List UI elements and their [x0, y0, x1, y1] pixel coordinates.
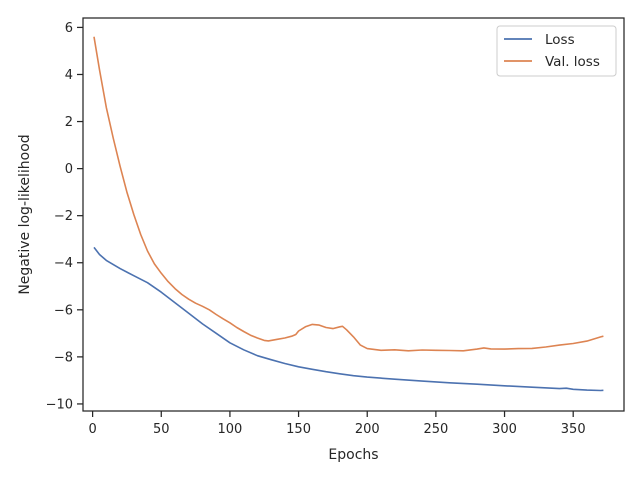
x-tick-label: 0	[88, 422, 96, 437]
plot-area	[82, 17, 625, 412]
series-line-loss	[93, 246, 604, 392]
y-tick-label: −4	[54, 256, 73, 271]
x-axis-label: Epochs	[328, 447, 378, 463]
x-tick-label: 300	[492, 422, 517, 437]
y-tick-label: −6	[54, 303, 73, 318]
x-tick-label: 250	[423, 422, 448, 437]
y-axis-label: Negative log-likelihood	[17, 134, 33, 294]
legend: Loss Val. loss	[496, 25, 617, 77]
x-axis: 0 50 100 150 200 250 300 350	[88, 411, 586, 437]
plot-frame	[82, 17, 625, 412]
legend-label: Val. loss	[545, 54, 600, 70]
y-tick-label: 4	[65, 68, 73, 83]
x-tick-label: 50	[153, 422, 170, 437]
y-tick-label: −2	[54, 209, 73, 224]
x-tick-label: 150	[286, 422, 311, 437]
y-tick-label: 2	[65, 115, 73, 130]
x-tick-label: 350	[561, 422, 586, 437]
y-tick-label: −8	[54, 350, 73, 365]
legend-label: Loss	[545, 32, 575, 48]
y-axis: −10 −8 −6 −4 −2 0 2 4 6	[46, 21, 83, 412]
y-tick-label: −10	[46, 397, 73, 412]
y-tick-label: 0	[65, 162, 73, 177]
series-line-val-loss	[93, 36, 604, 352]
x-tick-label: 200	[355, 422, 380, 437]
x-tick-label: 100	[218, 422, 243, 437]
series-lines	[93, 36, 604, 392]
y-tick-label: 6	[65, 21, 73, 36]
